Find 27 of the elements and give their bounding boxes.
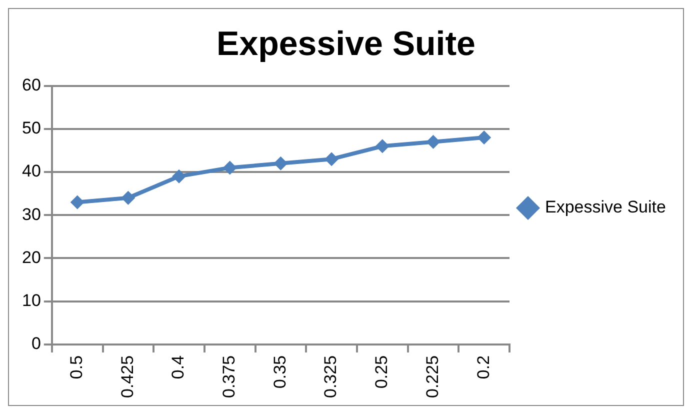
point	[222, 160, 237, 175]
y-tick-label: 40	[22, 162, 41, 181]
legend-label: Expessive Suite	[545, 198, 666, 217]
y-tick-label: 20	[22, 248, 41, 267]
x-tick-label: 0.325	[321, 355, 340, 398]
x-tick-label: 0.375	[220, 355, 239, 398]
x-tick-label: 0.225	[422, 355, 442, 398]
point	[375, 139, 390, 154]
chart-title: Expessive Suite	[216, 24, 476, 63]
y-tick-label: 10	[22, 291, 41, 310]
x-tick-label: 0.35	[270, 355, 290, 389]
point	[274, 156, 288, 170]
x-tick-label: 0.25	[372, 355, 392, 389]
x-tick-label: 0.4	[168, 355, 188, 380]
x-tick-label: 0.425	[118, 355, 137, 398]
y-tick-label: 30	[22, 204, 41, 224]
point	[477, 130, 492, 145]
y-tick-label: 60	[22, 75, 41, 94]
point	[121, 190, 136, 205]
point	[172, 169, 186, 184]
x-tick-label: 0.2	[474, 355, 493, 380]
x-tick-label: 0.5	[67, 355, 86, 380]
y-tick-label: 0	[31, 334, 41, 354]
y-tick-label: 50	[22, 118, 41, 138]
point	[324, 152, 339, 166]
point	[70, 195, 84, 210]
point	[426, 134, 440, 149]
